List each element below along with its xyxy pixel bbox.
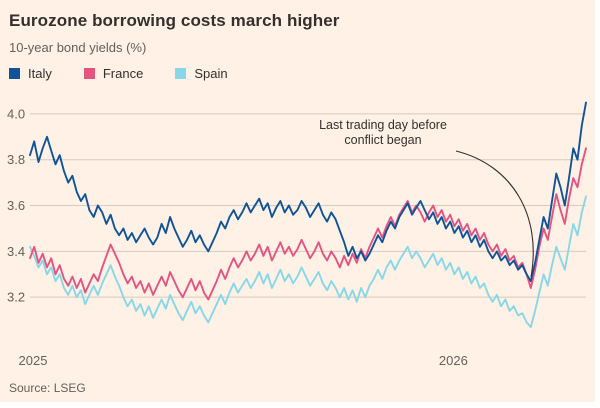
legend: Italy France Spain [9,66,595,81]
y-tick-label: 3.8 [7,152,25,167]
x-tick-label: 2026 [439,353,468,368]
y-tick-label: 3.4 [7,244,25,259]
legend-item-spain: Spain [175,66,228,81]
chart-card: Eurozone borrowing costs march higher 10… [0,0,595,402]
annotation-label: Last trading day before conflict began [319,118,447,147]
spain-swatch-icon [175,68,187,79]
legend-label-spain: Spain [194,66,228,81]
series-line-france [29,147,587,301]
chart-subtitle: 10-year bond yields (%) [9,40,147,55]
source-label: Source: LSEG [9,381,86,395]
legend-item-italy: Italy [9,66,52,81]
y-tick-label: 3.2 [7,290,25,305]
legend-item-france: France [83,66,144,81]
legend-label-italy: Italy [28,66,52,81]
x-tick-label: 2025 [19,353,48,368]
series-line-spain [29,195,587,328]
line-chart: 3.2 3.4 3.6 3.8 4.0 2025 2026 [7,101,587,368]
annotation-arrow [455,150,534,278]
france-swatch-icon [83,68,95,79]
y-tick-label: 3.6 [7,198,25,213]
y-tick-label: 4.0 [7,106,25,121]
italy-swatch-icon [9,68,20,79]
legend-label-france: France [102,66,144,81]
chart-title: Eurozone borrowing costs march higher [9,11,340,30]
series-line-italy [29,101,587,283]
